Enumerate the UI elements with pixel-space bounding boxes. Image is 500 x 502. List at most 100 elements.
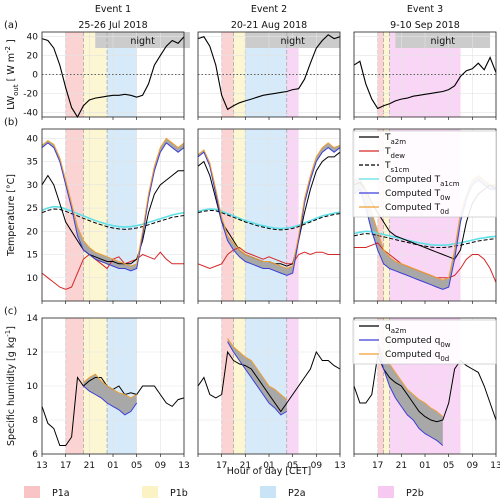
phase-legend-swatch [142, 486, 158, 498]
legend-label: Computed T0w [385, 189, 451, 202]
y-tick-label: 14 [27, 314, 39, 324]
y-tick-label: 40 [27, 33, 39, 43]
legend-box [352, 130, 497, 218]
phase-legend-label: P2b [406, 488, 424, 499]
humidity-line-q-0d [227, 338, 288, 400]
phase-legend-label: P1b [170, 488, 188, 499]
axis-label-part: Temperature [°C] [6, 174, 17, 257]
y-tick-label: -20 [23, 89, 38, 99]
x-tick-label: 05 [287, 461, 298, 471]
legend-label-part: 0d [440, 208, 449, 216]
y-tick-label: 35 [27, 158, 38, 168]
phase-band-p1b [83, 129, 108, 301]
legend-label: Ta2m [384, 133, 406, 146]
legend-label: Ts1cm [384, 161, 409, 174]
y-axis-label-temperature: Temperature [°C] [6, 174, 17, 257]
legend-label-part: Computed T [385, 203, 441, 213]
legend-label: Computed q0w [385, 336, 451, 349]
temperature-line-t-a1cm [353, 230, 497, 246]
axis-label-part: Specific humidity [g kg [6, 337, 17, 446]
x-axis-label: Hour of day [CET] [227, 466, 311, 477]
legend-label: Computed Ta1cm [385, 175, 460, 188]
legend-label-part: a2m [391, 138, 407, 146]
legend-label-part: dew [391, 152, 406, 160]
y-axis-label-humidity: Specific humidity [g kg-1] [4, 326, 17, 446]
x-tick-label: 17 [216, 461, 227, 471]
legend-label-part: Computed q [385, 350, 440, 360]
frame-layer [24, 31, 497, 498]
axis-label-part: out [12, 84, 20, 96]
night-label: night [280, 36, 305, 47]
x-tick-label: 09 [311, 461, 323, 471]
phase-legend-swatch [24, 486, 40, 498]
x-tick-label: 09 [155, 461, 167, 471]
event-title: Event 2 [251, 4, 287, 15]
axis-label-part: [ W m [6, 53, 17, 84]
x-tick-label: 05 [131, 461, 142, 471]
legend-label: Tdew [384, 147, 405, 160]
x-tick-label: 01 [419, 461, 430, 471]
axis-label-part: ] [6, 326, 17, 330]
y-tick-label: 40 [27, 134, 39, 144]
y-tick-label: 10 [27, 274, 39, 284]
temperature-line-t-s1cm [41, 208, 185, 230]
temperature-line-t-a2m [41, 170, 184, 265]
surface-temperature-band [42, 138, 184, 271]
legend-label: Computed T0d [385, 203, 449, 216]
temperature-line-t-a1cm [41, 205, 185, 228]
y-tick-label: 12 [27, 348, 38, 358]
y-axis-label-lw: LWout [ W m-2 ] [4, 39, 20, 109]
y-tick-label: 15 [27, 251, 38, 261]
surface-humidity-band [377, 341, 443, 446]
temperature-line-t-0w [41, 142, 185, 272]
legend-label-part: q [385, 322, 391, 332]
axis-label-part: -2 [4, 46, 12, 53]
legend-label-part: T [384, 147, 391, 157]
x-tick-label: 05 [443, 461, 454, 471]
event-date: 9-10 Sep 2018 [390, 20, 460, 31]
y-tick-label: 20 [27, 52, 39, 62]
legend-label-part: s1cm [391, 166, 410, 174]
y-tick-label: 8 [32, 416, 38, 426]
x-tick-label: 13 [36, 461, 47, 471]
x-tick-label: 21 [240, 461, 251, 471]
y-tick-label: 20 [27, 227, 39, 237]
x-tick-label: 17 [372, 461, 383, 471]
lw-out-line [41, 36, 185, 119]
night-bar [395, 32, 491, 48]
legend-label-part: T [384, 161, 391, 171]
legend-label: Computed q0d [385, 350, 449, 363]
event-date: 25-26 Jul 2018 [78, 20, 147, 31]
panel-letter: (b) [4, 117, 18, 128]
y-tick-label: 25 [27, 204, 38, 214]
lw-out-line [353, 56, 497, 110]
x-tick-label: 01 [263, 461, 274, 471]
phase-legend-label: P1a [52, 488, 70, 499]
humidity-line-q-0w [377, 345, 444, 446]
surface-temperature-band [354, 175, 496, 290]
temperature-line-t-0d [41, 137, 185, 267]
x-tick-label: 13 [178, 461, 189, 471]
y-tick-label: 30 [27, 181, 39, 191]
night-label: night [130, 36, 155, 47]
axis-label-part: -1 [4, 330, 12, 337]
legend-label-part: 0d [440, 355, 449, 363]
event-date: 20-21 Aug 2018 [231, 20, 307, 31]
panel-letter: (c) [4, 306, 17, 317]
event-title: Event 1 [95, 4, 131, 15]
temperature-line-t-0w [197, 146, 341, 276]
legend-box [352, 319, 497, 365]
x-tick-label: 13 [490, 461, 500, 471]
humidity-line-q-0d [83, 373, 137, 399]
phase-legend-label: P2a [288, 488, 306, 499]
temperature-line-t-s1cm [197, 209, 341, 231]
legend-label-part: T [384, 133, 391, 143]
legend-label-part: Computed T [385, 175, 441, 185]
legend-label-part: 0w [440, 341, 450, 349]
temperature-line-t-0d [197, 142, 341, 270]
temperature-line-t-dew [197, 246, 340, 270]
phase-band-p1b [233, 129, 246, 301]
x-tick-label: 21 [84, 461, 95, 471]
night-bar [95, 32, 190, 48]
